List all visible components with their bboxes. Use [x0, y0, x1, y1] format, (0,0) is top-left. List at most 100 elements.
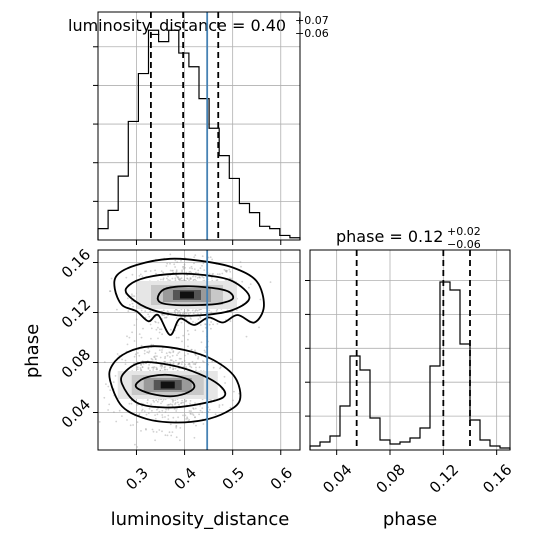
- phase-hist-quantiles: [355, 250, 471, 450]
- scatter-point: [150, 337, 152, 340]
- scatter-point: [187, 338, 189, 341]
- ld-x-label: luminosity_distance: [111, 509, 290, 530]
- scatter-point: [208, 408, 211, 411]
- scatter-point: [113, 411, 115, 413]
- scatter-point: [164, 368, 166, 371]
- scatter-point: [184, 400, 187, 403]
- scatter-point: [190, 318, 192, 320]
- ld-hist-grid: [98, 12, 300, 240]
- scatter-point: [143, 352, 146, 355]
- scatter-point: [201, 407, 204, 409]
- scatter-point: [211, 273, 214, 276]
- scatter-point: [162, 277, 165, 280]
- scatter-point: [186, 277, 189, 280]
- panel-2d-scatter: 0.3 0.4 0.5 0.6 0.04 0.08 0.12 0.16 luminosity_…: [22, 245, 301, 530]
- scatter-x-tick-label-3: 0.6: [267, 464, 297, 494]
- scatter-point: [148, 350, 151, 353]
- scatter-point: [139, 367, 142, 369]
- scatter-point: [141, 410, 143, 412]
- scatter-point: [180, 308, 183, 311]
- scatter-point: [180, 259, 182, 262]
- scatter-point: [211, 360, 214, 363]
- scatter-point: [163, 360, 166, 363]
- scatter-point: [178, 362, 180, 365]
- scatter-point: [184, 316, 187, 319]
- scatter-point: [228, 277, 231, 280]
- scatter-point: [194, 254, 197, 257]
- panel-luminosity-distance-hist: luminosity_distance = 0.40 +0.07 −0.06: [68, 11, 329, 245]
- scatter-point: [164, 434, 167, 437]
- scatter-point: [239, 261, 242, 263]
- scatter-point: [161, 409, 164, 412]
- ld-title-text: luminosity_distance = 0.40: [68, 16, 286, 36]
- contour-2: [113, 257, 265, 336]
- scatter-point: [147, 366, 150, 369]
- scatter-point: [178, 351, 181, 353]
- scatter-point: [169, 423, 172, 426]
- scatter-point: [163, 366, 166, 369]
- scatter-point: [180, 363, 183, 365]
- phase-hist-grid: [310, 250, 510, 450]
- scatter-point: [145, 413, 148, 416]
- scatter-point: [182, 312, 184, 315]
- scatter-point: [151, 366, 154, 369]
- scatter-point: [174, 403, 176, 405]
- scatter-point: [175, 336, 178, 339]
- scatter-point: [182, 266, 184, 268]
- scatter-point: [177, 362, 180, 365]
- scatter-point: [128, 402, 131, 405]
- scatter-point: [131, 302, 134, 305]
- scatter-point: [178, 310, 181, 312]
- scatter-point: [157, 326, 159, 329]
- scatter-point: [172, 269, 174, 272]
- scatter-point: [155, 272, 157, 275]
- scatter-point: [174, 259, 177, 262]
- scatter-point: [160, 402, 162, 405]
- scatter-point: [184, 266, 186, 269]
- scatter-point: [169, 359, 172, 362]
- scatter-point: [212, 323, 215, 326]
- scatter-point: [166, 404, 169, 406]
- scatter-point: [189, 311, 192, 314]
- scatter-point: [194, 275, 197, 278]
- scatter-point: [191, 267, 194, 270]
- scatter-point: [176, 276, 179, 279]
- scatter-point: [142, 327, 144, 330]
- scatter-point: [169, 362, 172, 365]
- scatter-point: [148, 364, 151, 366]
- scatter-point: [133, 362, 135, 365]
- scatter-point: [149, 323, 152, 326]
- scatter-point: [162, 398, 165, 401]
- scatter-point: [171, 398, 174, 401]
- scatter-point: [168, 403, 170, 406]
- scatter-point: [183, 311, 186, 314]
- scatter-point: [188, 362, 191, 365]
- scatter-point: [146, 402, 149, 404]
- scatter-point: [126, 419, 128, 421]
- scatter-point: [204, 323, 207, 325]
- scatter-point: [166, 277, 168, 280]
- scatter-point: [269, 281, 272, 283]
- scatter-point: [116, 353, 119, 355]
- scatter-point: [180, 402, 182, 405]
- phase-x-label: phase: [383, 509, 437, 530]
- scatter-point: [155, 399, 158, 402]
- scatter-point: [164, 355, 167, 358]
- scatter-point: [131, 273, 134, 276]
- scatter-point: [161, 313, 164, 316]
- scatter-point: [177, 352, 180, 355]
- scatter-point: [109, 290, 111, 293]
- scatter-point: [136, 352, 139, 354]
- scatter-point: [130, 402, 133, 405]
- scatter-point: [177, 277, 180, 280]
- scatter-point: [174, 399, 177, 401]
- scatter-point: [165, 265, 168, 267]
- scatter-point: [178, 357, 181, 360]
- scatter-point: [191, 309, 194, 312]
- phase-title-sub: −0.06: [447, 238, 481, 251]
- scatter-point: [195, 366, 197, 369]
- scatter-point: [192, 422, 195, 425]
- scatter-point: [164, 361, 167, 363]
- scatter-point: [163, 314, 165, 316]
- scatter-point: [177, 276, 180, 279]
